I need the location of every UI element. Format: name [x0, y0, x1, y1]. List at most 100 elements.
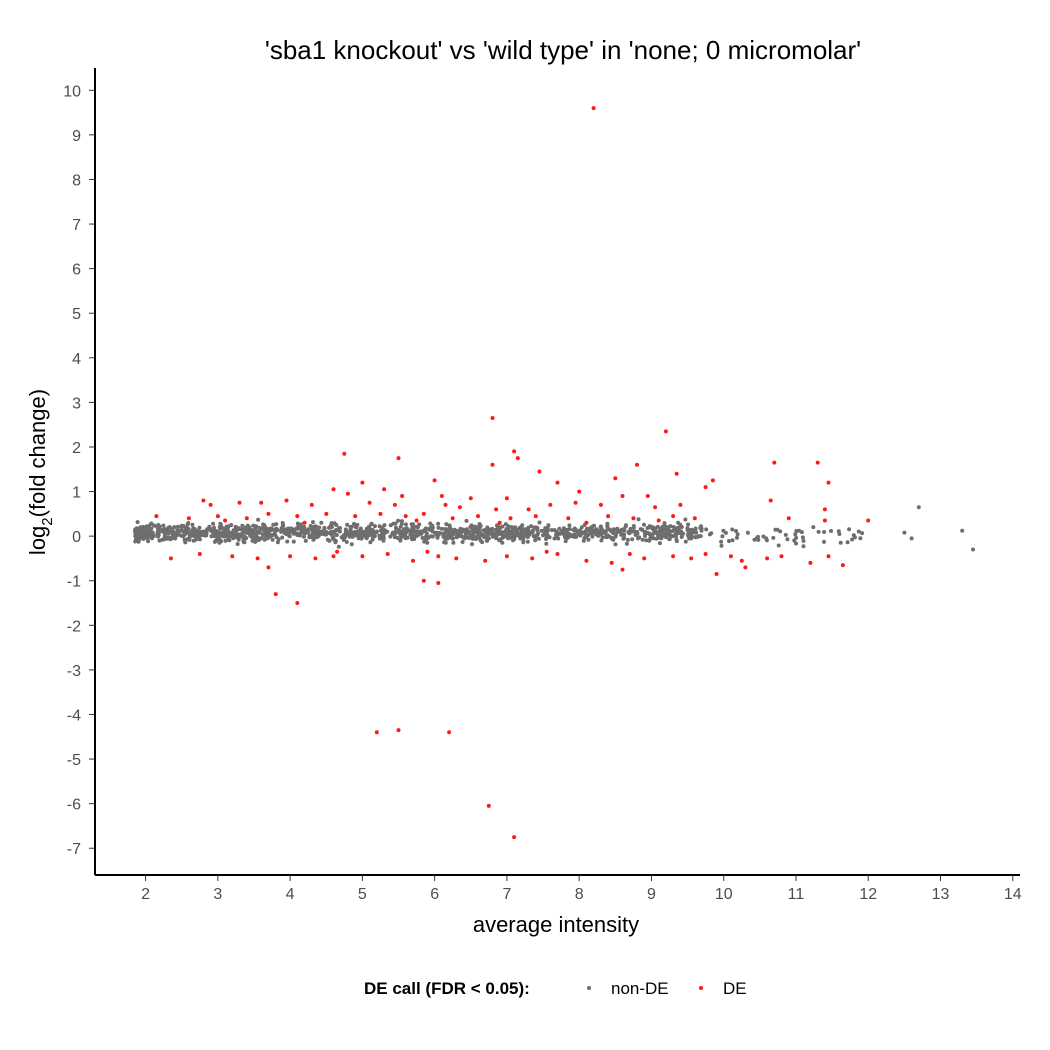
non-de-point	[364, 526, 369, 531]
de-point	[439, 494, 444, 498]
de-point	[244, 516, 249, 521]
non-de-point	[221, 529, 226, 534]
de-point	[396, 456, 401, 461]
non-de-point	[683, 539, 688, 544]
non-de-point	[600, 535, 605, 540]
non-de-point	[611, 527, 616, 532]
non-de-point	[693, 526, 698, 531]
non-de-point	[836, 529, 841, 534]
non-de-point	[694, 530, 699, 535]
non-de-point	[147, 523, 152, 528]
non-de-point	[513, 533, 518, 538]
non-de-point	[197, 537, 202, 542]
non-de-point	[657, 528, 662, 533]
y-tick-label: -3	[67, 663, 81, 680]
non-de-point	[176, 524, 180, 529]
non-de-point	[281, 527, 286, 532]
non-de-point	[509, 525, 514, 530]
non-de-point	[621, 527, 626, 532]
non-de-point	[611, 531, 616, 536]
non-de-point	[785, 537, 790, 542]
non-de-point	[331, 536, 335, 541]
non-de-point	[450, 536, 455, 541]
non-de-point	[545, 532, 549, 537]
non-de-point	[647, 538, 652, 543]
non-de-point	[696, 534, 700, 539]
non-de-point	[329, 521, 334, 526]
non-de-point	[636, 517, 641, 522]
x-tick-label: 11	[788, 886, 805, 903]
x-tick-label: 7	[502, 886, 511, 903]
y-tick-label: 3	[72, 395, 81, 412]
non-de-point	[547, 535, 552, 540]
y-tick-label: -2	[67, 618, 81, 635]
non-de-point	[588, 527, 593, 531]
non-de-point	[599, 538, 604, 543]
non-de-point	[730, 538, 735, 543]
y-tick-label: -4	[67, 707, 81, 724]
non-de-point	[466, 530, 471, 535]
non-de-point	[667, 537, 672, 541]
non-de-point	[226, 538, 231, 543]
non-de-point	[399, 535, 404, 540]
x-tick-label: 4	[286, 886, 295, 903]
non-de-point	[533, 538, 538, 543]
de-point	[671, 514, 676, 519]
non-de-point	[329, 529, 334, 534]
de-point	[504, 554, 509, 559]
de-point	[295, 601, 300, 605]
non-de-point	[783, 532, 788, 537]
de-point	[468, 496, 473, 501]
non-de-point	[185, 522, 190, 527]
non-de-point	[464, 518, 469, 523]
de-point	[436, 581, 441, 585]
non-de-point	[316, 529, 321, 534]
non-de-point	[455, 534, 460, 539]
non-de-point	[322, 525, 327, 530]
non-de-point	[224, 524, 229, 529]
non-de-point	[240, 531, 245, 536]
non-de-point	[610, 536, 614, 540]
non-de-point	[425, 535, 430, 540]
de-point	[765, 556, 770, 561]
non-de-point	[202, 533, 207, 538]
non-de-point	[451, 532, 456, 536]
y-tick-label: 10	[63, 83, 81, 100]
non-de-point	[286, 526, 291, 531]
non-de-point	[262, 530, 267, 535]
non-de-point	[313, 524, 318, 529]
non-de-point	[800, 535, 805, 540]
non-de-point	[670, 529, 675, 534]
non-de-point	[590, 530, 595, 535]
de-point	[208, 502, 213, 507]
de-point	[584, 558, 589, 563]
non-de-point	[239, 527, 244, 532]
de-point	[808, 560, 813, 565]
de-point	[577, 489, 582, 494]
de-point	[826, 554, 831, 559]
non-de-point	[719, 543, 724, 548]
non-de-point	[615, 530, 619, 535]
x-tick-label: 10	[715, 886, 733, 903]
non-de-point	[161, 528, 166, 533]
de-point	[443, 502, 448, 507]
de-point	[533, 514, 538, 519]
non-de-point	[829, 529, 833, 533]
non-de-point	[324, 531, 329, 536]
x-tick-label: 2	[141, 886, 150, 903]
non-de-point	[388, 534, 393, 539]
de-point	[508, 516, 513, 521]
non-de-point	[686, 522, 691, 527]
non-de-point	[429, 534, 433, 539]
non-de-point	[228, 534, 233, 539]
de-point	[309, 502, 314, 507]
non-de-point	[519, 532, 523, 537]
de-point	[584, 520, 589, 525]
non-de-point	[392, 533, 397, 538]
non-de-point	[218, 526, 223, 531]
non-de-point	[655, 524, 660, 529]
de-point	[573, 500, 578, 505]
de-point	[331, 487, 336, 492]
non-de-point	[546, 523, 551, 528]
non-de-point	[556, 536, 561, 541]
